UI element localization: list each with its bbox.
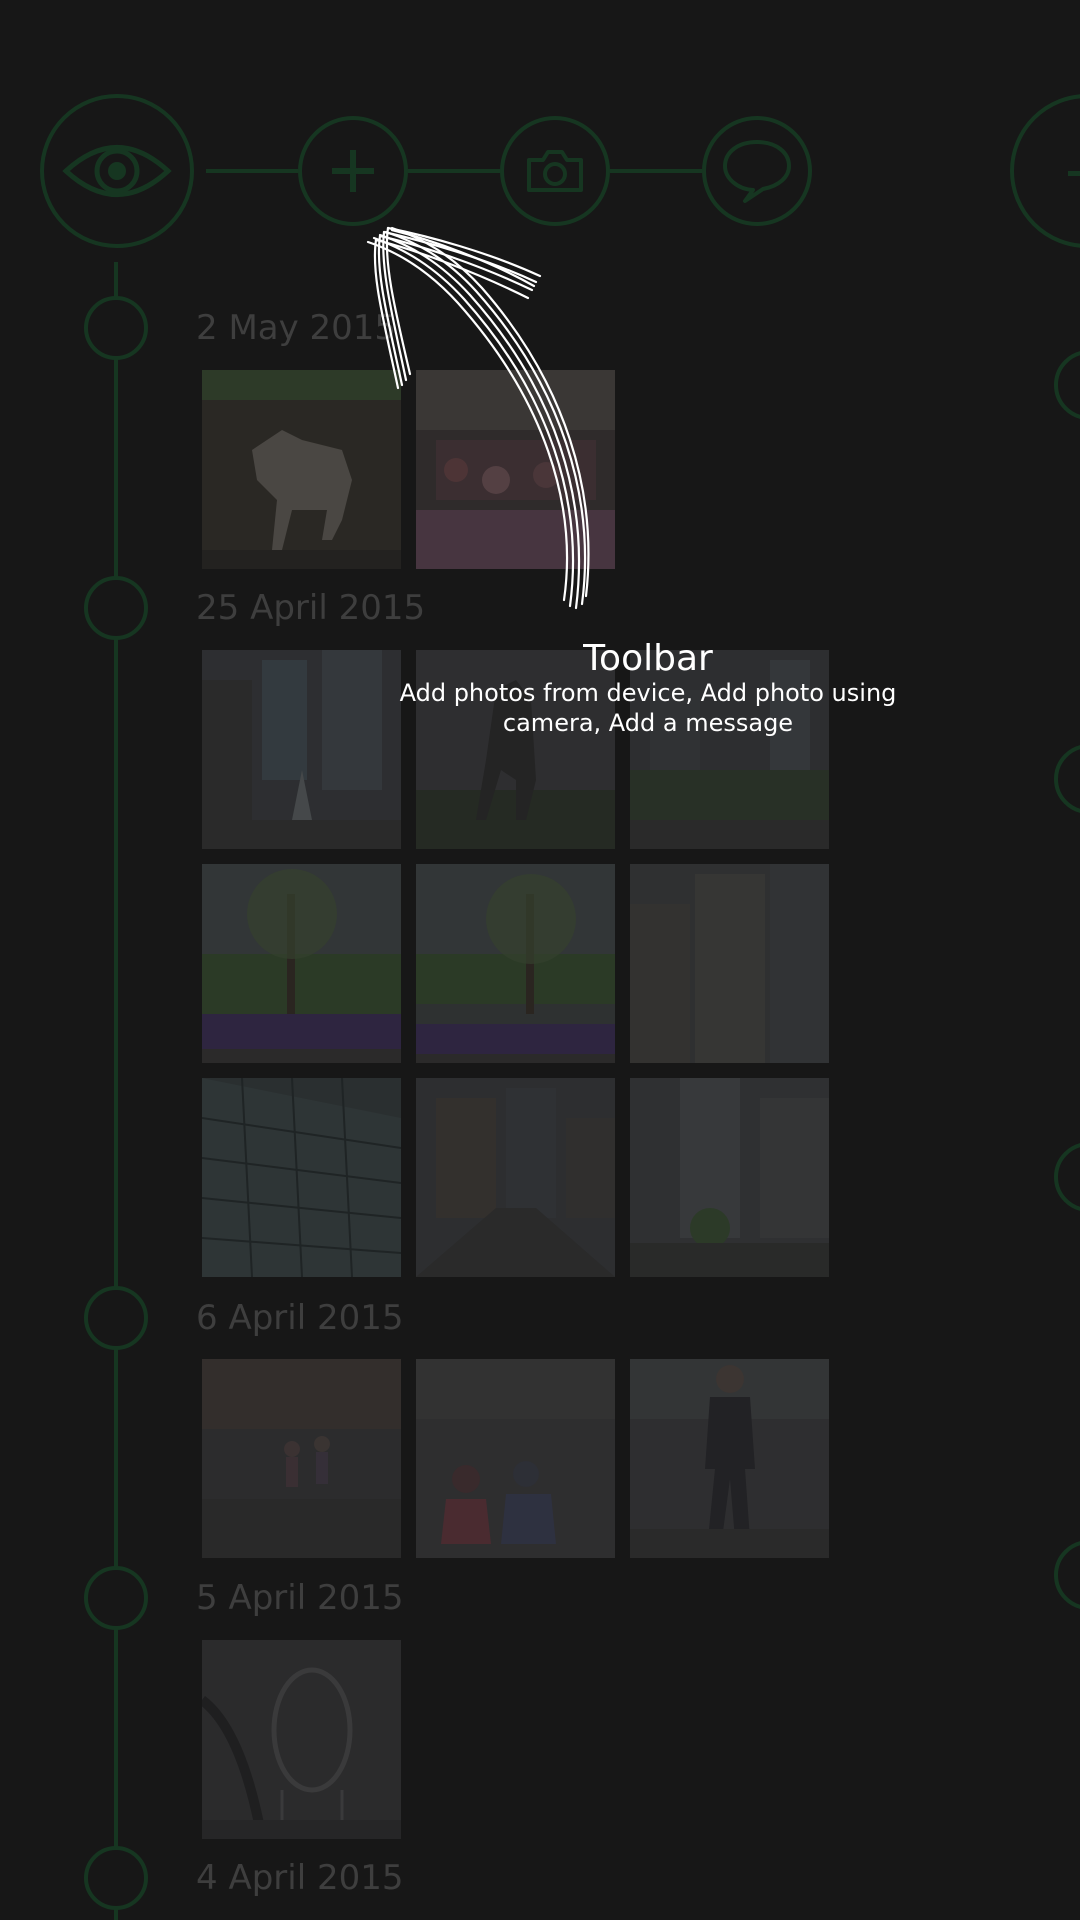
statue-photo — [416, 650, 615, 849]
timeline-node — [84, 1566, 148, 1630]
plus-icon — [332, 150, 374, 192]
park-tree-photo — [416, 864, 615, 1063]
crowd-street-photo — [202, 1359, 401, 1558]
eye-icon — [62, 145, 172, 197]
toolbar-connectors — [206, 169, 702, 173]
photo-thumbnail[interactable] — [416, 1359, 615, 1558]
timeline-node — [84, 1846, 148, 1910]
photo-thumbnail[interactable] — [630, 1359, 829, 1558]
timeline-node — [84, 296, 148, 360]
message-button[interactable] — [702, 116, 812, 226]
minus-icon — [1068, 171, 1080, 176]
photo-thumbnail[interactable] — [630, 1078, 829, 1277]
photo-thumbnail[interactable] — [630, 864, 829, 1063]
photo-thumbnail[interactable] — [202, 650, 401, 849]
photo-thumbnail[interactable] — [202, 1359, 401, 1558]
photo-thumbnail[interactable] — [416, 1078, 615, 1277]
add-photos-button[interactable] — [298, 116, 408, 226]
group-date: 25 April 2015 — [196, 588, 426, 628]
speech-bubble-icon — [723, 140, 791, 203]
photo-thumbnail[interactable] — [630, 650, 829, 849]
fountain-photo — [202, 650, 401, 849]
glass-building-photo — [202, 1078, 401, 1277]
right-column-node — [1054, 350, 1080, 420]
photo-thumbnail[interactable] — [416, 650, 615, 849]
coachmark-description: Add photos from device, Add photo using … — [399, 679, 897, 737]
group-date: 6 April 2015 — [196, 1298, 404, 1338]
photo-thumbnail[interactable] — [202, 370, 401, 569]
photo-thumbnail[interactable] — [202, 1640, 401, 1839]
photo-thumbnail[interactable] — [416, 864, 615, 1063]
people-sitting-photo — [416, 1359, 615, 1558]
photo-thumbnail[interactable] — [202, 864, 401, 1063]
timeline-node — [84, 1286, 148, 1350]
group-date: 5 April 2015 — [196, 1578, 404, 1618]
timeline-node — [84, 576, 148, 640]
group-date: 2 May 2015 — [196, 308, 397, 348]
photo-thumbnail[interactable] — [202, 1078, 401, 1277]
coachmark-title: Toolbar — [583, 638, 713, 679]
group-date: 4 April 2015 — [196, 1858, 404, 1898]
skyscrapers-photo — [630, 864, 829, 1063]
park-tree-photo — [202, 864, 401, 1063]
horse-sculpture-photo — [202, 370, 401, 569]
walking-man-photo — [630, 1359, 829, 1558]
camera-button[interactable] — [500, 116, 610, 226]
market-stall-photo — [416, 370, 615, 569]
photo-thumbnail[interactable] — [416, 370, 615, 569]
roller-coaster-photo — [202, 1640, 401, 1839]
right-column-node — [1054, 744, 1080, 814]
tower-photo — [630, 1078, 829, 1277]
right-column-node — [1054, 1540, 1080, 1610]
timeline-line — [114, 262, 118, 1920]
view-button[interactable] — [40, 94, 194, 248]
right-column-node — [1054, 1142, 1080, 1212]
camera-icon — [527, 150, 583, 192]
street-road-photo — [416, 1078, 615, 1277]
city-street-photo — [630, 650, 829, 849]
